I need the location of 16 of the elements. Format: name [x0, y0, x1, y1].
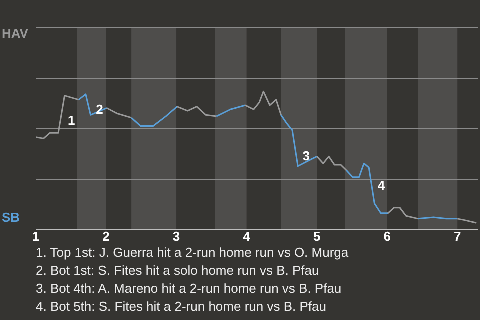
- text: 4. Bot 5th: S. Fites hit a 2-run home run vs B. Pfau: [36, 298, 328, 316]
- x-tick-label: 7: [454, 229, 462, 244]
- x-tick-label: 4: [243, 229, 252, 244]
- text: 3. Bot 4th: A. Mareno hit a 2-run home run vs B. Pfau: [36, 280, 343, 298]
- text: 1. Top 1st: J. Guerra hit a 2-run home run vs O. Murga: [36, 244, 349, 262]
- text: HAV: [2, 26, 28, 42]
- text: SB: [2, 210, 20, 226]
- annotation: 1: [68, 113, 76, 128]
- x-tick-label: 6: [384, 229, 391, 244]
- x-tick-label: 2: [102, 229, 110, 244]
- x-tick-label: 1: [32, 229, 40, 244]
- annotation: 3: [302, 148, 310, 164]
- text: 2. Bot 1st: S. Fites hit a solo home run vs B. Pfau: [36, 262, 320, 280]
- annotation: 4: [378, 178, 386, 194]
- x-tick-label: 5: [313, 229, 321, 244]
- x-tick-label: 3: [172, 229, 180, 244]
